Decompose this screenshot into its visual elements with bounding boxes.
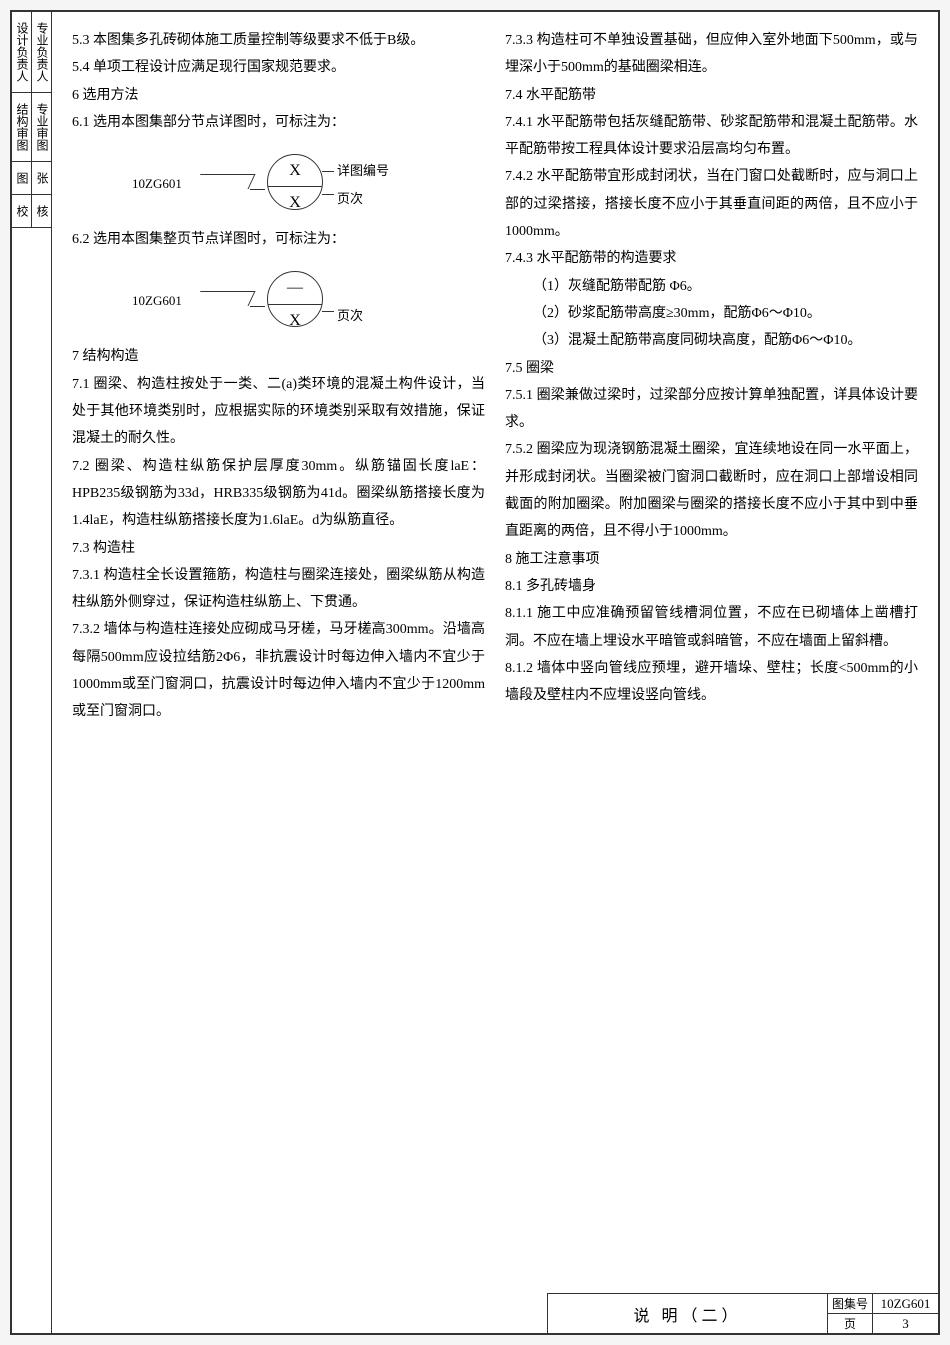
diagram-ref-page: 10ZG601 — X 页次 (132, 263, 485, 333)
para-5-4: 5.4 单项工程设计应满足现行国家规范要求。 (72, 54, 485, 81)
para-5-3: 5.3 本图集多孔砖砌体施工质量控制等级要求不低于B级。 (72, 27, 485, 54)
para-7-3-1: 7.3.1 构造柱全长设置箍筋，构造柱与圈梁连接处，圈梁纵筋从构造柱纵筋外侧穿过… (72, 562, 485, 617)
para-7-2: 7.2 圈梁、构造柱纵筋保护层厚度30mm。纵筋锚固长度laE：HPB235级钢… (72, 453, 485, 535)
page-value: 3 (873, 1316, 938, 1332)
content-area: 5.3 本图集多孔砖砌体施工质量控制等级要求不低于B级。 5.4 单项工程设计应… (52, 12, 938, 1333)
page-frame: 设计负责人 专业负责人 结构审图 专业审图 图 张 校 核 5.3 本图集多孔砖… (10, 10, 940, 1335)
para-7-1: 7.1 圈梁、构造柱按处于一类、二(a)类环境的混凝土构件设计，当处于其他环境类… (72, 371, 485, 453)
para-7-4-1: 7.4.1 水平配筋带包括灰缝配筋带、砂浆配筋带和混凝土配筋带。水平配筋带按工程… (505, 109, 918, 164)
diagram-ref-detail: 10ZG601 X X 详图编号 页次 (132, 146, 485, 216)
diag2-label: 10ZG601 (132, 288, 182, 313)
heading-7: 7 结构构造 (72, 343, 485, 370)
side-tabs: 设计负责人 专业负责人 结构审图 专业审图 图 张 校 核 (12, 12, 52, 1333)
diag1-circle: X X (267, 154, 323, 210)
para-8-1-2: 8.1.2 墙体中竖向管线应预埋，避开墙垛、壁柱；长度<500mm的小墙段及壁柱… (505, 655, 918, 710)
tab-check: 核 (32, 195, 51, 227)
diag2-circle: — X (267, 271, 323, 327)
tab-proof: 校 (12, 195, 32, 227)
diag1-note-bottom: 页次 (337, 186, 363, 211)
heading-8: 8 施工注意事项 (505, 546, 918, 573)
title-block: 说 明（二） 图集号 10ZG601 页 3 (547, 1293, 938, 1333)
code-value: 10ZG601 (873, 1296, 938, 1312)
para-6-2: 6.2 选用本图集整页节点详图时，可标注为： (72, 226, 485, 253)
heading-7-3: 7.3 构造柱 (72, 535, 485, 562)
tab-discipline-lead: 专业负责人 (32, 12, 51, 92)
para-8-1-1: 8.1.1 施工中应准确预留管线槽洞位置，不应在已砌墙体上凿槽打洞。不应在墙上埋… (505, 600, 918, 655)
para-7-4-2: 7.4.2 水平配筋带宜形成封闭状，当在门窗口处截断时，应与洞口上部的过梁搭接，… (505, 163, 918, 245)
diag2-bottom: X (268, 305, 322, 336)
tab-discipline-review: 专业审图 (32, 93, 51, 161)
tab-struct-review: 结构审图 (12, 93, 32, 161)
heading-7-4: 7.4 水平配筋带 (505, 82, 918, 109)
para-7-5-2: 7.5.2 圈梁应为现浇钢筋混凝土圈梁，宜连续地设在同一水平面上，并形成封闭状。… (505, 436, 918, 545)
diag2-top: — (268, 272, 322, 304)
heading-6: 6 选用方法 (72, 82, 485, 109)
para-7-3-3: 7.3.3 构造柱可不单独设置基础，但应伸入室外地面下500mm，或与埋深小于5… (505, 27, 918, 82)
diag2-note-bottom: 页次 (337, 303, 363, 328)
page-label: 页 (828, 1314, 873, 1333)
para-7-5-1: 7.5.1 圈梁兼做过梁时，过梁部分应按计算单独配置，详具体设计要求。 (505, 382, 918, 437)
right-column: 7.3.3 构造柱可不单独设置基础，但应伸入室外地面下500mm，或与埋深小于5… (495, 27, 928, 1288)
sheet-title: 说 明（二） (547, 1294, 827, 1333)
diag1-bottom: X (268, 187, 322, 218)
diag1-top: X (268, 155, 322, 187)
para-6-1: 6.1 选用本图集部分节点详图时，可标注为： (72, 109, 485, 136)
para-7-4-3-2: （2）砂浆配筋带高度≥30mm，配筋Φ6～Φ10。 (505, 300, 918, 327)
para-7-4-3-3: （3）混凝土配筋带高度同砌块高度，配筋Φ6～Φ10。 (505, 327, 918, 354)
para-7-4-3: 7.4.3 水平配筋带的构造要求 (505, 245, 918, 272)
tab-drawing: 图 (12, 162, 32, 194)
code-label: 图集号 (828, 1294, 873, 1313)
diag1-note-top: 详图编号 (337, 158, 389, 183)
para-7-4-3-1: （1）灰缝配筋带配筋 Φ6。 (505, 273, 918, 300)
tab-sheet: 张 (32, 162, 51, 194)
tab-design-lead: 设计负责人 (12, 12, 32, 92)
para-7-3-2: 7.3.2 墙体与构造柱连接处应砌成马牙槎，马牙槎高300mm。沿墙高每隔500… (72, 616, 485, 725)
diag1-label: 10ZG601 (132, 171, 182, 196)
left-column: 5.3 本图集多孔砖砌体施工质量控制等级要求不低于B级。 5.4 单项工程设计应… (62, 27, 495, 1288)
heading-7-5: 7.5 圈梁 (505, 355, 918, 382)
heading-8-1: 8.1 多孔砖墙身 (505, 573, 918, 600)
